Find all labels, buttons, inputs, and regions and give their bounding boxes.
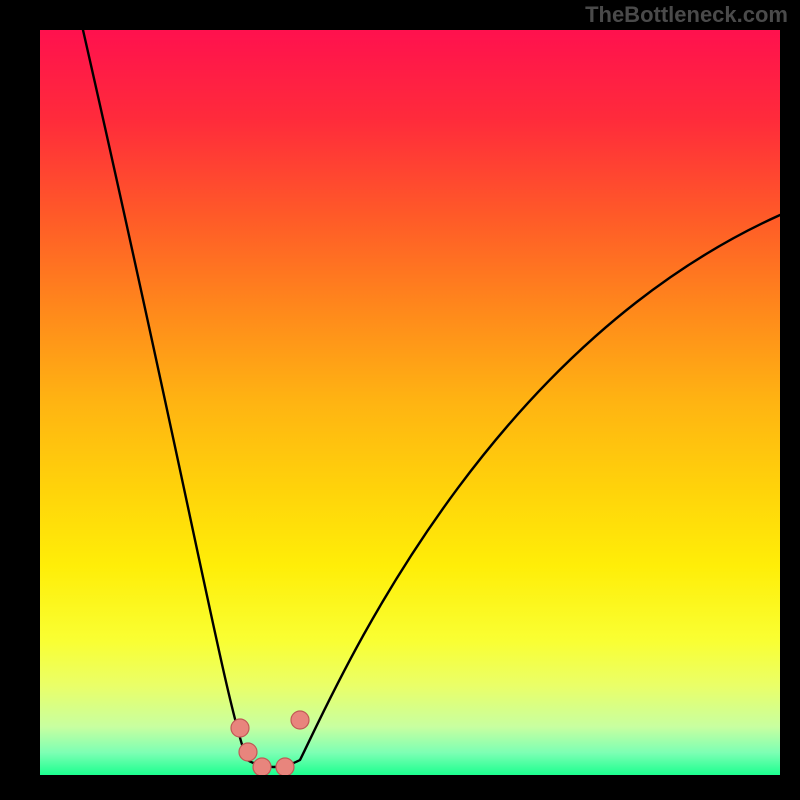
watermark-text: TheBottleneck.com	[585, 2, 788, 28]
curve-marker	[239, 743, 257, 761]
curve-marker	[253, 758, 271, 776]
gradient-background	[40, 30, 780, 775]
chart-container: TheBottleneck.com	[0, 0, 800, 800]
curve-marker	[291, 711, 309, 729]
bottleneck-curve-chart	[0, 0, 800, 800]
curve-marker	[231, 719, 249, 737]
curve-marker	[276, 758, 294, 776]
